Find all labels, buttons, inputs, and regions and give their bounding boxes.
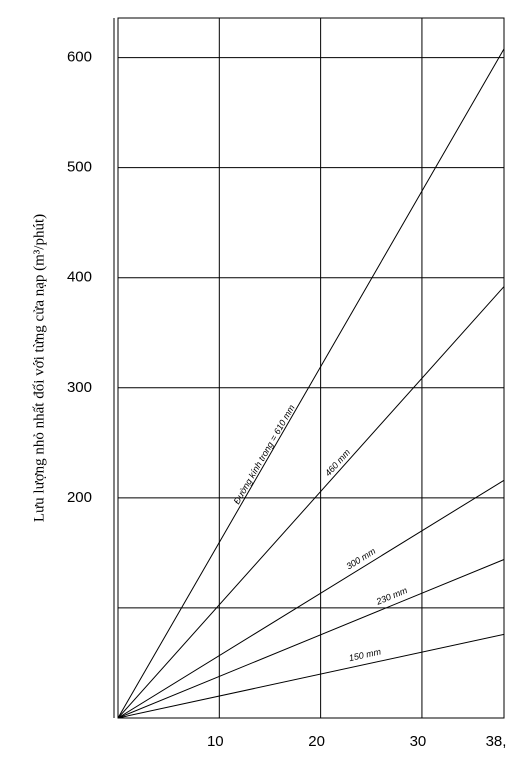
y-tick-label: 600 <box>67 49 92 66</box>
series-line <box>117 559 505 719</box>
series-line <box>117 48 505 719</box>
y-tick-label: 200 <box>67 489 92 506</box>
line-label: 150 mm <box>348 646 382 663</box>
series-line <box>117 633 505 719</box>
line-label: Đường kính trong = 610 mm <box>232 403 297 506</box>
x-tick-label: 20 <box>308 733 325 750</box>
line-label: 230 mm <box>374 585 409 607</box>
x-tick-label: 38, <box>486 733 507 750</box>
x-tick-label: 10 <box>207 733 224 750</box>
series-line <box>117 479 505 719</box>
series-line <box>117 286 505 719</box>
line-label: 460 mm <box>323 447 352 478</box>
plot-frame <box>117 17 505 719</box>
y-tick-label: 500 <box>67 159 92 176</box>
x-tick-label: 30 <box>410 733 427 750</box>
line-label: 300 mm <box>344 546 377 572</box>
y-axis-label: Lưu lượng nhỏ nhất đối với từng cửa nạp … <box>31 214 47 522</box>
y-tick-label: 400 <box>67 269 92 286</box>
y-tick-label: 300 <box>67 379 92 396</box>
